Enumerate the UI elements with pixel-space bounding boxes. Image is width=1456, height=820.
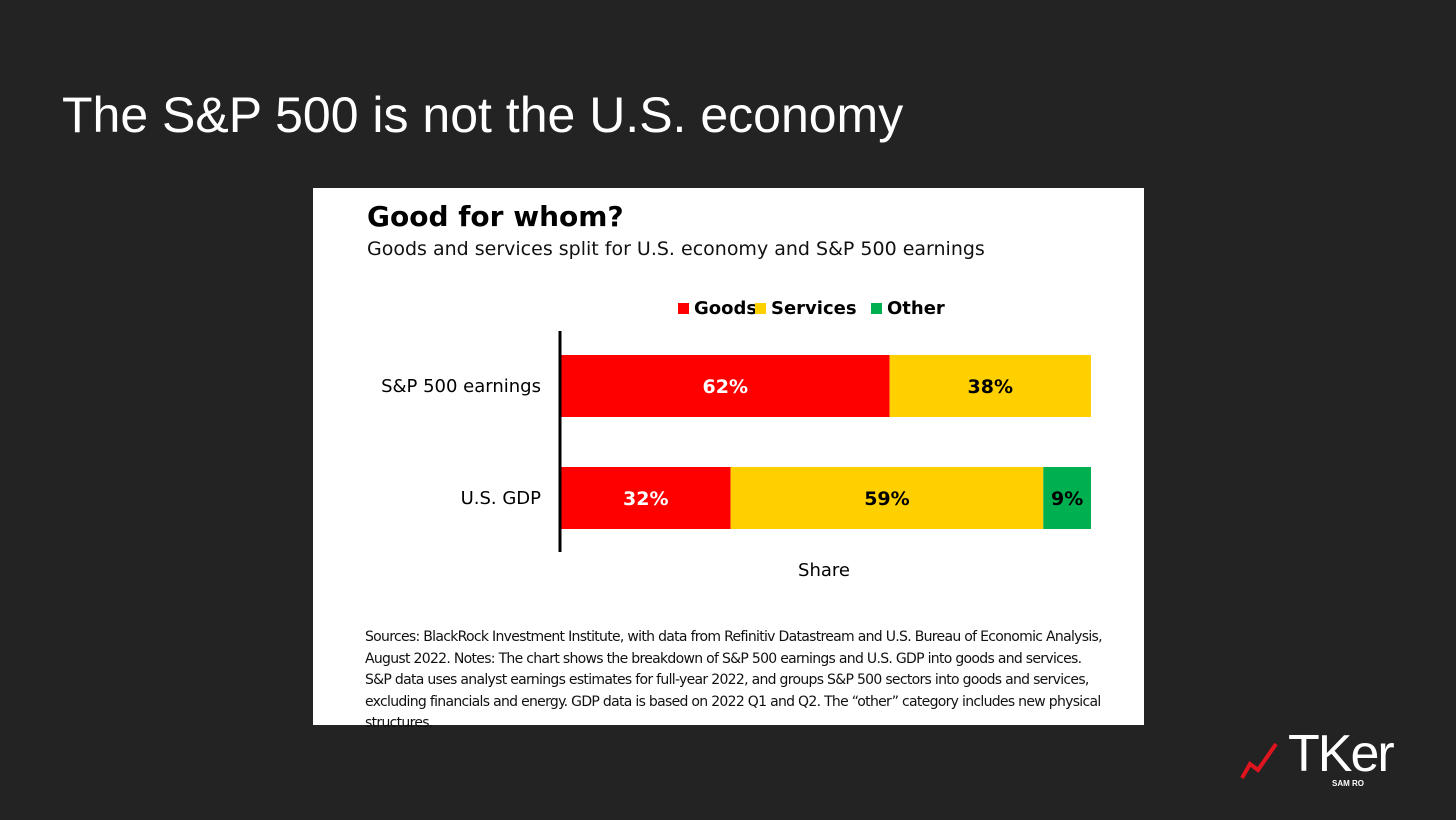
- bar-u-s-gdp-other: [1043, 467, 1091, 529]
- legend-swatch-other: [871, 303, 882, 314]
- chart-card: Good for whom? Goods and services split …: [313, 188, 1144, 731]
- brand-byline: SAM RO: [1332, 779, 1364, 788]
- trend-line-icon: [1240, 742, 1278, 779]
- data-label-u-s-gdp-other: 9%: [1051, 488, 1083, 510]
- category-label-s-p-500-earnings: S&P 500 earnings: [381, 376, 541, 397]
- bar-s-p-500-earnings-services: [889, 355, 1091, 417]
- bar-s-p-500-earnings-goods: [561, 355, 890, 417]
- source-notes: Sources: BlackRock Investment Institute,…: [365, 629, 1103, 731]
- legend-swatch-services: [755, 303, 766, 314]
- brand-logo: TKer SAM RO: [1238, 725, 1418, 792]
- brand-name: TKer: [1288, 725, 1395, 783]
- data-label-s-p-500-earnings-services: 38%: [968, 376, 1013, 398]
- data-label-u-s-gdp-services: 59%: [864, 488, 909, 510]
- x-axis-label: Share: [798, 560, 850, 581]
- chart-subtitle: Goods and services split for U.S. econom…: [367, 238, 985, 260]
- data-label-s-p-500-earnings-goods: 62%: [703, 376, 748, 398]
- slide-title: The S&P 500 is not the U.S. economy: [62, 87, 904, 143]
- legend-label-goods: Goods: [694, 298, 757, 319]
- bar-u-s-gdp-goods: [561, 467, 731, 529]
- legend-label-other: Other: [887, 298, 945, 319]
- bar-u-s-gdp-services: [730, 467, 1044, 529]
- legend-swatch-goods: [678, 303, 689, 314]
- chart-title: Good for whom?: [367, 200, 624, 233]
- category-label-u-s-gdp: U.S. GDP: [461, 488, 542, 509]
- data-label-u-s-gdp-goods: 32%: [623, 488, 668, 510]
- bar-chart: Goods Services Other S&P 500 earnings 62% 38%…: [381, 298, 1091, 581]
- legend-label-services: Services: [771, 298, 857, 319]
